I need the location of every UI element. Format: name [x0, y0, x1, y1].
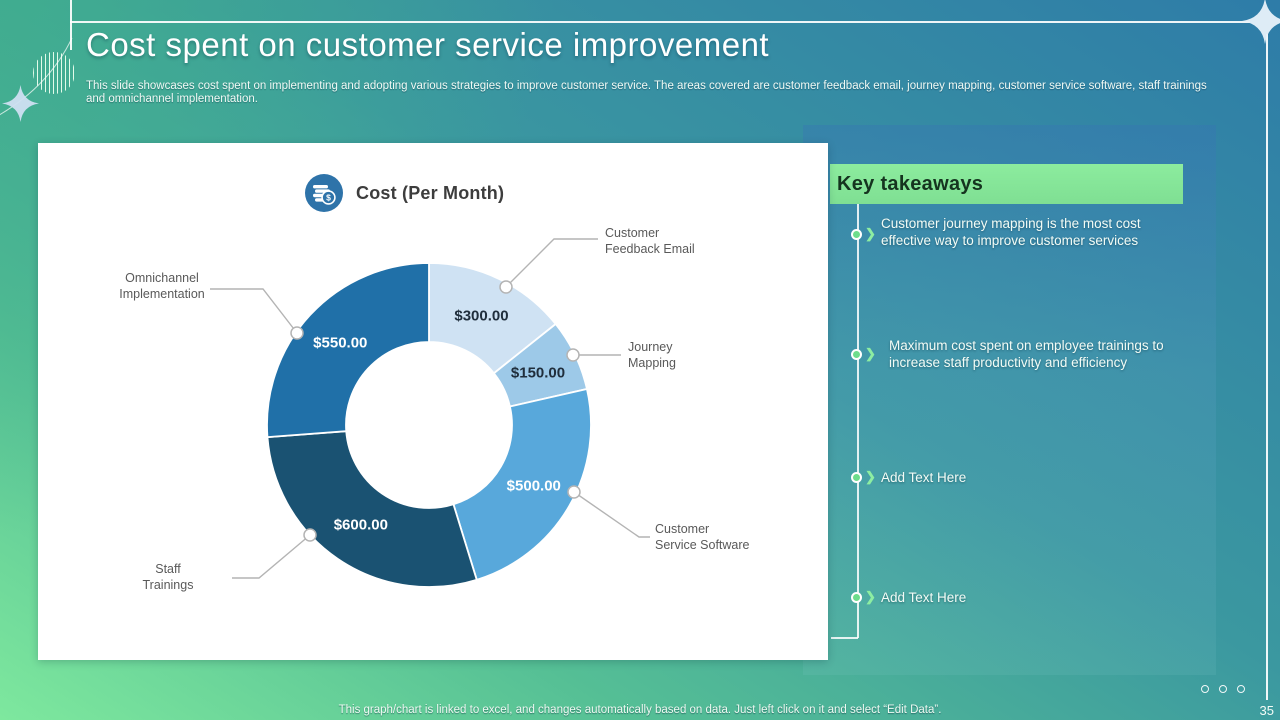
- chart-card: $ Cost (Per Month) $300.00 $150.00 $500.00…: [38, 143, 828, 660]
- green-dot-chevron-icon: ❯: [851, 469, 877, 486]
- donut-slice-4[interactable]: [266, 262, 430, 439]
- takeaway-item: Customer journey mapping is the most cos…: [881, 216, 1141, 248]
- dot-icon: [1219, 685, 1227, 693]
- money-coins-icon: $: [305, 174, 343, 212]
- key-takeaways-panel: [803, 125, 1216, 675]
- dot-icon: [1201, 685, 1209, 693]
- donut-chart[interactable]: [38, 143, 828, 660]
- takeaway-placeholder[interactable]: Add Text Here: [881, 470, 967, 485]
- slide-title: Cost spent on customer service improveme…: [86, 26, 770, 63]
- chart-title: Cost (Per Month): [356, 183, 505, 203]
- green-dot-chevron-icon: ❯: [851, 346, 877, 363]
- swoosh-line-decoration: [0, 37, 73, 116]
- category-label-customer-service-software: Customer Service Software: [655, 522, 750, 553]
- sparkle-star-icon: [2, 85, 39, 122]
- top-horizontal-rule: [70, 21, 1250, 23]
- green-dot-chevron-icon: ❯: [851, 589, 877, 606]
- donut-slice-3[interactable]: [266, 430, 478, 588]
- takeaways-connector-line: [831, 637, 858, 639]
- category-label-omnichannel-implementation: Omnichannel Implementation: [119, 271, 205, 302]
- sparkle-star-icon: [1242, 0, 1280, 44]
- takeaway-placeholder[interactable]: Add Text Here: [881, 590, 967, 605]
- category-label-journey-mapping: Journey Mapping: [628, 340, 676, 371]
- nav-dots: [1201, 685, 1245, 693]
- category-label-staff-trainings: Staff Trainings: [142, 562, 194, 593]
- takeaways-connector-line: [857, 204, 859, 638]
- svg-text:$: $: [326, 193, 331, 203]
- dot-icon: [1237, 685, 1245, 693]
- callout-lines: [210, 238, 650, 579]
- takeaway-item: Maximum cost spent on employee trainings…: [889, 338, 1164, 370]
- key-takeaways-heading: Key takeaways: [830, 164, 1183, 204]
- slide-subtitle: This slide showcases cost spent on imple…: [86, 80, 1207, 106]
- right-vertical-rule: [1266, 34, 1268, 700]
- green-dot-chevron-icon: ❯: [851, 226, 877, 243]
- striped-circle-decoration: [33, 52, 75, 94]
- category-label-customer-feedback-email: Customer Feedback Email: [605, 226, 695, 257]
- page-number: 35: [1259, 703, 1274, 718]
- left-vertical-rule: [70, 0, 72, 50]
- donut-slice-2[interactable]: [452, 387, 592, 581]
- footer-note: This graph/chart is linked to excel, and…: [338, 704, 942, 716]
